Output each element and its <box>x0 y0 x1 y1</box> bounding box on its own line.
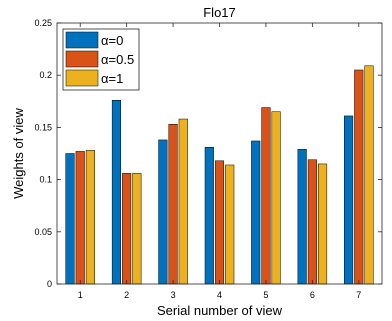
bar <box>354 69 364 285</box>
y-tick-label: 0.25 <box>34 18 52 28</box>
y-tick-label: 0.2 <box>39 70 52 80</box>
legend-label: α=0.5 <box>101 52 134 67</box>
x-tick-label: 1 <box>78 290 83 300</box>
axis-ticks-group: 0 0.05 0.1 0.15 0.2 0.25 1 2 3 4 5 6 7 <box>34 18 382 300</box>
y-tick-label: 0.1 <box>39 175 52 185</box>
bar <box>75 151 85 285</box>
bar <box>122 173 132 285</box>
x-tick-label: 3 <box>171 290 176 300</box>
x-tick-label: 4 <box>217 290 222 300</box>
bar <box>251 140 261 285</box>
bar <box>318 163 328 285</box>
legend-swatch <box>65 31 99 49</box>
bar <box>214 160 225 285</box>
x-tick-label: 2 <box>124 290 129 300</box>
legend-label: α=0 <box>101 33 123 48</box>
x-tick-label: 6 <box>310 290 315 300</box>
bar <box>204 146 214 285</box>
x-tick-label: 5 <box>263 290 268 300</box>
bar <box>132 173 142 285</box>
legend-swatch <box>65 50 99 68</box>
bar <box>297 149 307 285</box>
chart-title: Flo17 <box>203 5 236 20</box>
bar <box>111 100 121 285</box>
x-tick-label: 7 <box>356 290 361 300</box>
y-tick-label: 0 <box>47 279 52 289</box>
bar <box>307 159 317 285</box>
y-tick-label: 0.15 <box>34 122 52 132</box>
bar <box>364 65 374 285</box>
x-axis-label: Serial number of view <box>157 303 283 318</box>
bar <box>178 118 188 285</box>
legend-label: α=1 <box>101 71 123 86</box>
bar <box>65 153 75 285</box>
bar <box>261 107 271 285</box>
bar <box>271 111 281 285</box>
y-tick-label: 0.05 <box>34 227 52 237</box>
bar <box>344 115 354 285</box>
bar <box>158 139 168 285</box>
bars-group <box>65 65 374 285</box>
bar <box>85 150 95 285</box>
bar <box>168 124 178 285</box>
y-axis-label: Weights of view <box>11 107 26 198</box>
legend-swatch <box>65 69 99 87</box>
legend: α=0 α=0.5 α=1 <box>62 28 140 91</box>
bar <box>225 164 235 285</box>
